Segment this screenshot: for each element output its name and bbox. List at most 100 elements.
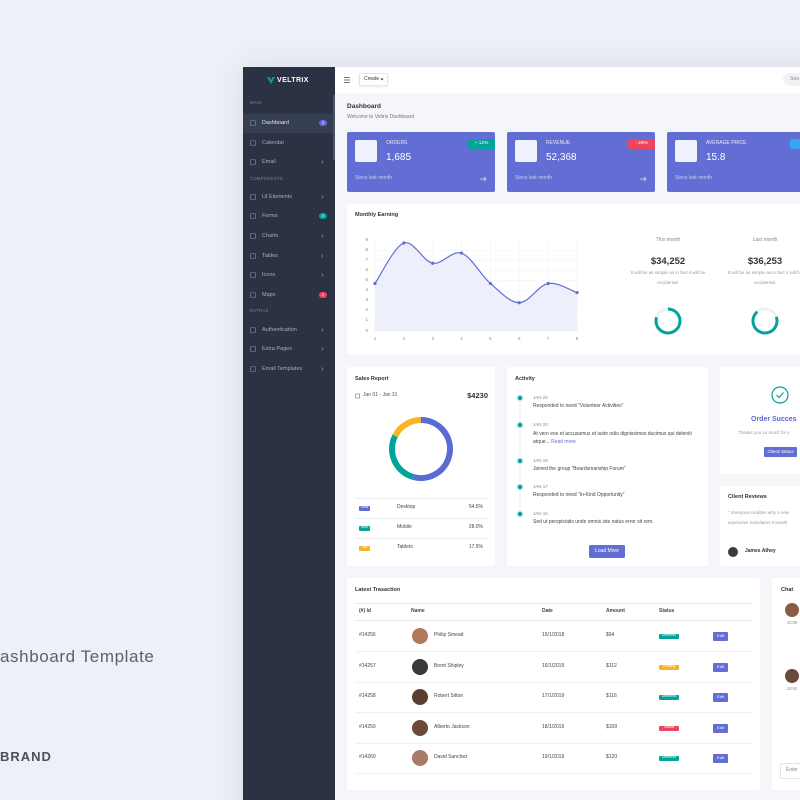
x-tick-label: 5	[489, 335, 492, 341]
menu-item[interactable]: Forms	[262, 212, 278, 219]
y-tick-label: 0	[365, 327, 368, 333]
order-text: Thanks you so much for y	[738, 429, 790, 435]
menu-item[interactable]: Email	[262, 158, 276, 165]
edit-label: Edit	[717, 694, 724, 700]
menu-badge-text: 8	[321, 212, 325, 218]
summary-note: It will be as simple as in fact it will …	[630, 270, 706, 285]
stat-change	[790, 139, 800, 149]
menu-item[interactable]: Charts	[262, 232, 279, 239]
x-tick-label: 3	[431, 335, 434, 341]
promo-brand: BRAND	[0, 748, 52, 764]
activity-text: Responded to need “Volunteer Activities”	[533, 403, 624, 410]
card-title: Chat	[781, 586, 794, 593]
status-text: Pending	[662, 664, 676, 669]
create-button[interactable]	[359, 73, 388, 86]
legend-value: 28.0%	[468, 524, 483, 531]
activity-text: Responded to need “In-Kind Opportunity”	[533, 492, 625, 499]
activity-date: JAN 19	[533, 457, 548, 463]
activity-date: JAN 22	[533, 394, 548, 400]
x-tick-label: 2	[402, 335, 406, 341]
y-tick-label: 4	[365, 287, 368, 293]
cell-amount: $120	[606, 754, 618, 761]
menu-item[interactable]: UI Elements	[262, 193, 292, 200]
search-box[interactable]	[783, 73, 800, 86]
edit-button[interactable]	[713, 663, 728, 672]
legend-badge-text: Mob	[361, 525, 368, 530]
edit-button[interactable]	[713, 754, 728, 763]
menu-item[interactable]: Extra Pages	[262, 345, 292, 352]
cell-id: #14257	[359, 663, 376, 670]
activity-text-body: At vero eos et accusamus et iusto odio d…	[533, 430, 692, 445]
cell-date: 18/1/2019	[542, 724, 565, 731]
sidebar-heading: EXTRAS	[250, 307, 269, 313]
menu-badge-text: 2	[321, 291, 325, 297]
status-badge	[659, 664, 679, 670]
chat-time: 10:04	[786, 685, 798, 691]
check-status-label: Check Status	[767, 448, 794, 454]
menu-item[interactable]: Dashboard	[262, 119, 289, 126]
chat-input-placeholder: Enter	[786, 767, 798, 774]
column-header: Status	[659, 607, 675, 614]
card-title: Activity	[515, 375, 535, 382]
column-header: Amount	[606, 607, 625, 614]
x-tick-label: 6	[518, 335, 521, 341]
stat-icon	[675, 140, 697, 162]
menu-item[interactable]: Maps	[262, 291, 276, 298]
stat-icon	[355, 140, 377, 162]
menu-item[interactable]: Tables	[262, 252, 278, 259]
menu-item[interactable]: Authentication	[262, 326, 297, 333]
y-tick-label: 6	[365, 266, 368, 272]
cell-name: David Sanchez	[434, 754, 468, 761]
review-quote: expensive translators it would	[728, 519, 788, 525]
review-quote: " Everyone realizes why a new	[728, 509, 790, 515]
legend-badge-text: Desk	[360, 505, 369, 510]
x-tick-label: 4	[460, 335, 463, 341]
edit-button[interactable]	[713, 693, 728, 702]
summary-period: Last month	[752, 237, 778, 244]
edit-button[interactable]	[713, 632, 728, 641]
card-title: Latest Trasaction	[355, 586, 401, 593]
legend-name: Desktop	[397, 504, 416, 511]
menu-badge-text: 3	[321, 119, 325, 125]
activity-text: Sed ut perspiciatis unde omnis iste natu…	[533, 519, 654, 526]
menu-item[interactable]: Email Templates	[262, 365, 303, 372]
load-more-button[interactable]	[589, 545, 625, 558]
y-tick-label: 5	[365, 276, 368, 282]
cell-id: #14258	[359, 693, 376, 700]
activity-date: JAN 16	[533, 510, 548, 516]
sidebar	[243, 67, 335, 800]
y-tick-label: 8	[365, 246, 368, 252]
menu-item[interactable]: Icons	[262, 271, 276, 278]
menu-item[interactable]: Calendar	[262, 139, 285, 146]
chat-time: 10:00	[786, 619, 798, 625]
edit-label: Edit	[717, 755, 724, 761]
reviewer-name: James Athey	[745, 548, 776, 555]
cell-amount: $94	[606, 632, 615, 639]
page-subtitle: Welcome to Veltrix Dashboard	[347, 114, 415, 121]
stat-change-text: - 28%	[635, 141, 648, 147]
status-text: Delivered	[661, 755, 677, 760]
edit-button[interactable]	[713, 724, 728, 733]
stat-value: 52,368	[546, 151, 577, 163]
card-title: Monthly Earning	[355, 211, 399, 218]
y-tick-label: 9	[365, 236, 368, 242]
column-header: (#) Id	[359, 607, 371, 614]
stat-label: REVENUE	[546, 140, 571, 147]
logo: VELTRIX	[277, 76, 309, 84]
status-text: Cancel	[663, 725, 675, 730]
read-more-link[interactable]: Read more	[551, 438, 576, 445]
chat-input[interactable]	[780, 763, 800, 779]
x-tick-label: 7	[546, 335, 550, 341]
legend-name: Tablets	[397, 544, 413, 551]
stat-value: 15.8	[706, 151, 726, 163]
load-more-label: Load More	[595, 547, 619, 554]
chat-card	[772, 578, 800, 790]
activity-date: JAN 17	[533, 483, 548, 489]
stat-change	[468, 139, 495, 149]
cell-name: Brent Shipley	[434, 663, 464, 670]
promo-title: ashboard Template	[0, 646, 155, 666]
status-badge	[659, 633, 679, 639]
check-status-button[interactable]	[764, 447, 797, 457]
activity-card	[507, 367, 708, 566]
legend-value: 17.5%	[468, 544, 483, 551]
